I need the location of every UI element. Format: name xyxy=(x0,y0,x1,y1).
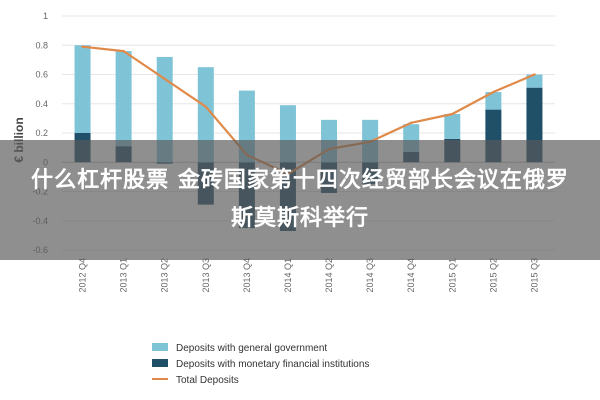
bar xyxy=(444,113,461,139)
bar xyxy=(115,51,132,147)
headline: 什么杠杆股票 金砖国家第十四次经贸部长会议在俄罗斯莫斯科举行 xyxy=(31,168,569,231)
legend-swatch xyxy=(152,359,168,367)
bar xyxy=(156,56,173,163)
line-point xyxy=(122,49,125,53)
x-tick-label: 2013 Q1 xyxy=(119,258,129,293)
y-tick-label: 0.4 xyxy=(35,99,48,109)
x-tick-label: 2014 Q3 xyxy=(365,258,375,293)
line-point xyxy=(533,73,536,76)
line-point xyxy=(81,45,84,48)
legend-swatch xyxy=(152,343,168,351)
x-tick-label: 2013 Q3 xyxy=(201,258,211,293)
headline-banner: 什么杠杆股票 金砖国家第十四次经贸部长会议在俄罗斯莫斯科举行 xyxy=(0,140,600,260)
x-tick-label: 2012 Q4 xyxy=(78,258,88,293)
bar xyxy=(526,74,543,88)
bar xyxy=(485,92,502,110)
x-tick-label: 2015 Q1 xyxy=(447,258,457,293)
line-point xyxy=(163,77,166,81)
bar xyxy=(74,45,91,133)
legend: Deposits with general government Deposits… xyxy=(152,343,369,386)
legend-entry: Deposits with general government xyxy=(176,343,327,354)
line-point xyxy=(451,112,454,116)
line-point xyxy=(410,121,413,124)
y-tick-label: 1 xyxy=(43,11,48,21)
x-tick-label: 2015 Q3 xyxy=(529,258,539,293)
x-tick-label: 2015 Q2 xyxy=(488,258,498,293)
line-point xyxy=(204,105,207,108)
legend-entry: Deposits with monetary financial institu… xyxy=(176,359,369,370)
y-tick-label: 0.8 xyxy=(35,40,48,50)
y-tick-label: 0.2 xyxy=(35,128,48,138)
x-tick-label: 2014 Q2 xyxy=(324,258,334,293)
x-tick-labels: 2012 Q4 2013 Q1 2013 Q2 2013 Q3 2013 Q4 2014 … xyxy=(78,258,540,293)
x-tick-label: 2013 Q4 xyxy=(242,258,252,293)
x-tick-label: 2014 Q1 xyxy=(283,258,293,293)
y-tick-label: 0.6 xyxy=(35,70,48,80)
x-tick-label: 2014 Q4 xyxy=(406,258,416,293)
bar xyxy=(197,67,214,163)
x-tick-label: 2013 Q2 xyxy=(160,258,170,293)
line-point xyxy=(492,90,495,94)
legend-entry: Total Deposits xyxy=(176,375,239,386)
